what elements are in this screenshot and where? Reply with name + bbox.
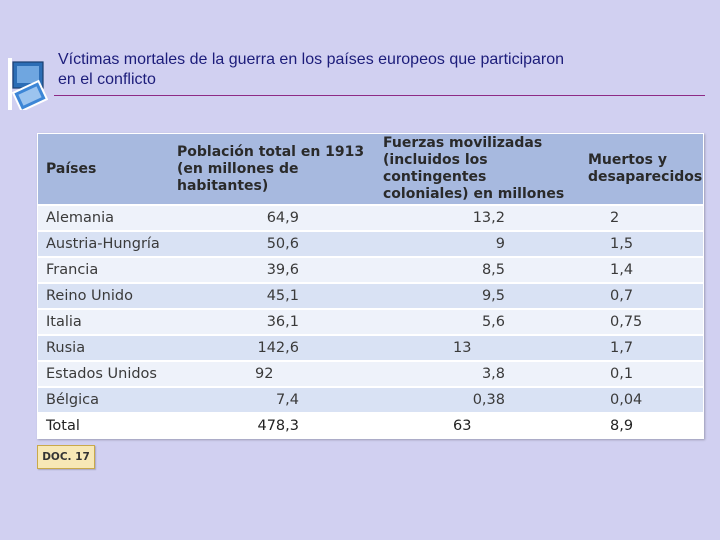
table-row: Estados Unidos 92 3,8 0,1 xyxy=(38,360,703,387)
cell-country: Austria-Hungría xyxy=(38,230,169,257)
cell-population: 92 xyxy=(169,360,375,387)
page-title: Víctimas mortales de la guerra en los pa… xyxy=(58,50,698,90)
cell-mobilized: 0,38 xyxy=(375,386,580,413)
table-row: Reino Unido 45,1 9,5 0,7 xyxy=(38,282,703,309)
table-row: Francia 39,6 8,5 1,4 xyxy=(38,256,703,283)
cell-country: Italia xyxy=(38,308,169,335)
casualties-table: Países Población total en 1913 (en millo… xyxy=(38,134,703,438)
cell-country: Rusia xyxy=(38,334,169,361)
cell-dead: 1,4 xyxy=(580,256,703,283)
cell-country: Total xyxy=(38,412,169,438)
cell-population: 7,4 xyxy=(169,386,375,413)
title-line-1: Víctimas mortales de la guerra en los pa… xyxy=(58,51,565,68)
cell-dead: 0,1 xyxy=(580,360,703,387)
cell-country: Estados Unidos xyxy=(38,360,169,387)
table-row: Italia 36,1 5,6 0,75 xyxy=(38,308,703,335)
cell-country: Alemania xyxy=(38,204,169,231)
cell-population: 142,6 xyxy=(169,334,375,361)
column-header-mobilized: Fuerzas movilizadas (incluidos los conti… xyxy=(375,134,580,205)
cell-population: 50,6 xyxy=(169,230,375,257)
presentation-logo-icon xyxy=(8,58,48,110)
cell-population: 478,3 xyxy=(169,412,375,438)
cell-mobilized: 13,2 xyxy=(375,204,580,231)
title-line-2: en el conflicto xyxy=(58,71,156,88)
column-header-dead: Muertos y desaparecidos xyxy=(580,134,703,205)
cell-dead: 1,7 xyxy=(580,334,703,361)
title-divider xyxy=(54,95,705,96)
cell-population: 39,6 xyxy=(169,256,375,283)
cell-dead: 0,75 xyxy=(580,308,703,335)
table-header-row: Países Población total en 1913 (en millo… xyxy=(38,134,703,205)
cell-dead: 2 xyxy=(580,204,703,231)
table-row: Bélgica 7,4 0,38 0,04 xyxy=(38,386,703,413)
column-header-countries: Países xyxy=(38,134,169,205)
cell-dead: 0,7 xyxy=(580,282,703,309)
cell-mobilized: 8,5 xyxy=(375,256,580,283)
cell-mobilized: 9 xyxy=(375,230,580,257)
casualties-table-container: Países Población total en 1913 (en millo… xyxy=(37,133,704,439)
table-row: Austria-Hungría 50,6 9 1,5 xyxy=(38,230,703,257)
cell-dead: 0,04 xyxy=(580,386,703,413)
cell-population: 64,9 xyxy=(169,204,375,231)
table-row: Alemania 64,9 13,2 2 xyxy=(38,204,703,231)
cell-country: Francia xyxy=(38,256,169,283)
table-total-row: Total 478,3 63 8,9 xyxy=(38,412,703,438)
table-row: Rusia 142,6 13 1,7 xyxy=(38,334,703,361)
cell-population: 45,1 xyxy=(169,282,375,309)
cell-mobilized: 5,6 xyxy=(375,308,580,335)
document-label: DOC. 17 xyxy=(37,445,95,469)
cell-population: 36,1 xyxy=(169,308,375,335)
cell-mobilized: 63 xyxy=(375,412,580,438)
cell-dead: 8,9 xyxy=(580,412,703,438)
cell-mobilized: 3,8 xyxy=(375,360,580,387)
cell-dead: 1,5 xyxy=(580,230,703,257)
cell-country: Bélgica xyxy=(38,386,169,413)
cell-country: Reino Unido xyxy=(38,282,169,309)
cell-mobilized: 9,5 xyxy=(375,282,580,309)
column-header-population: Población total en 1913 (en millones de … xyxy=(169,134,375,205)
cell-mobilized: 13 xyxy=(375,334,580,361)
